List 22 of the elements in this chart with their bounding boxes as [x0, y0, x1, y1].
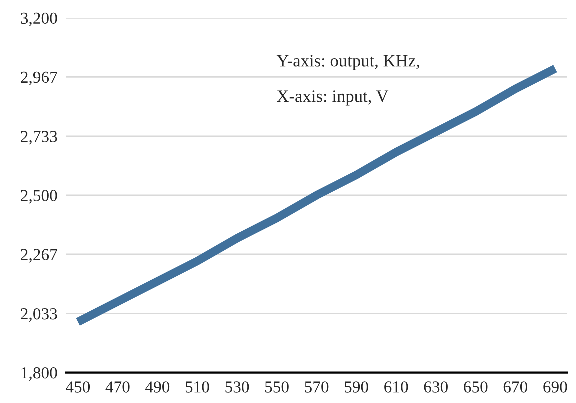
x-tick-label: 490 [146, 382, 170, 393]
x-tick-label: 690 [544, 382, 568, 393]
y-tick-label: 1,800 [22, 367, 58, 382]
x-tick-label: 650 [464, 382, 488, 393]
y-tick-label: 2,033 [21, 308, 58, 322]
annotation: Y-axis: output, KHz, [276, 55, 420, 70]
x-tick-label: 590 [345, 382, 368, 393]
x-tick-label: 510 [186, 382, 210, 393]
x-tick-label: 470 [106, 382, 130, 393]
annotation: X-axis: input, V [277, 90, 389, 106]
y-tick-label: 3,200 [21, 12, 58, 26]
x-tick-label: 450 [66, 382, 90, 393]
y-tick-label: 2,733 [21, 131, 58, 145]
x-tick-label: 550 [265, 382, 289, 393]
y-tick-label: 2,967 [21, 72, 58, 86]
x-tick-label: 570 [305, 382, 329, 393]
y-tick-label: 2,267 [21, 249, 58, 263]
x-tick-label: 530 [226, 382, 250, 393]
x-tick-label: 630 [424, 382, 448, 393]
x-tick-label: 670 [504, 382, 528, 393]
y-tick-label: 2,500 [21, 190, 58, 204]
x-tick-label: 610 [384, 382, 408, 393]
